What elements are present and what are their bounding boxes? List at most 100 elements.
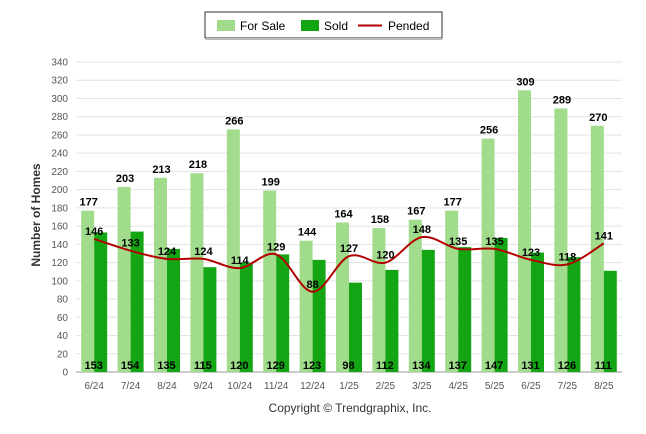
x-tick-label: 3/25: [412, 381, 432, 392]
y-tick-label: 260: [51, 130, 68, 141]
sold-bar: [203, 267, 217, 372]
x-tick-label: 10/24: [227, 381, 252, 392]
for-sale-bar: [408, 219, 422, 372]
value-labels: 177 153 203 154 213 135 218 115 266 120 199 129 144 1…: [80, 76, 613, 372]
x-tick-label: 11/24: [264, 381, 289, 392]
pended-value-label: 135: [485, 236, 503, 248]
for-sale-value-label: 144: [298, 227, 317, 239]
x-tick-label: 5/25: [485, 381, 505, 392]
sold-bar: [349, 282, 362, 372]
for-sale-value-label: 177: [80, 197, 98, 209]
sold-value-label: 123: [303, 360, 321, 372]
for-sale-value-label: 167: [407, 206, 425, 218]
for-sale-value-label: 256: [480, 125, 498, 137]
pended-value-label: 148: [413, 224, 431, 236]
sold-bar: [603, 270, 617, 372]
sold-value-label: 126: [558, 360, 576, 372]
sold-bar: [385, 269, 399, 372]
legend-shadow: [205, 38, 443, 40]
pended-value-label: 133: [121, 238, 139, 250]
for-sale-bar: [372, 227, 386, 372]
sold-bar: [94, 232, 108, 372]
sold-value-label: 129: [267, 360, 285, 372]
sold-value-label: 131: [521, 360, 539, 372]
pended-value-label: 120: [376, 250, 394, 262]
for-sale-bar: [299, 240, 313, 372]
sold-value-label: 134: [412, 360, 431, 372]
y-tick-label: 240: [51, 149, 68, 160]
copyright: Copyright © Trendgraphix, Inc.: [269, 401, 432, 415]
sold-value-label: 135: [157, 360, 175, 372]
sold-value-label: 115: [194, 360, 212, 372]
for-sale-bar: [190, 173, 204, 372]
legend-swatch-sold: [301, 20, 319, 31]
x-axis-ticks: 6/24 7/24 8/24 9/24 10/24 11/24 12/24 1/25 2/25 3…: [84, 381, 614, 392]
legend-swatch-for-sale: [217, 20, 235, 31]
sold-bar: [494, 237, 508, 372]
pended-value-label: 124: [194, 246, 213, 258]
for-sale-value-label: 289: [553, 95, 571, 107]
for-sale-bar: [518, 90, 531, 372]
x-tick-label: 7/24: [121, 381, 141, 392]
pended-value-label: 146: [85, 226, 103, 238]
y-tick-label: 120: [51, 258, 68, 269]
pended-value-label: 124: [158, 246, 177, 258]
y-tick-label: 300: [51, 94, 68, 105]
sold-bar: [567, 257, 581, 372]
pended-value-label: 118: [559, 251, 577, 263]
y-tick-label: 220: [51, 167, 68, 178]
y-tick-label: 160: [51, 222, 68, 233]
pended-value-label: 123: [522, 247, 540, 259]
x-tick-label: 12/24: [300, 381, 325, 392]
y-tick-label: 320: [51, 76, 68, 87]
x-tick-label: 6/24: [84, 381, 104, 392]
sold-value-label: 112: [376, 360, 394, 372]
for-sale-bar: [154, 177, 167, 372]
x-tick-label: 2/25: [376, 381, 396, 392]
y-tick-label: 280: [51, 112, 68, 123]
for-sale-value-label: 164: [334, 208, 353, 220]
y-tick-label: 80: [57, 295, 69, 306]
bars: [81, 90, 617, 372]
for-sale-bar: [263, 190, 277, 372]
for-sale-value-label: 203: [116, 173, 134, 185]
legend-box: [204, 11, 443, 39]
for-sale-bar: [445, 210, 459, 372]
for-sale-value-label: 266: [225, 115, 243, 127]
y-tick-label: 200: [51, 185, 68, 196]
y-axis-ticks: 0 20 40 60 80 100 120 140 160 180 200 220 240 260 280 3…: [51, 58, 68, 379]
for-sale-value-label: 158: [371, 214, 389, 226]
sold-bar: [458, 247, 472, 372]
for-sale-bar: [81, 210, 95, 372]
for-sale-value-label: 199: [262, 177, 280, 189]
sold-value-label: 137: [449, 360, 467, 372]
x-tick-label: 4/25: [448, 381, 468, 392]
for-sale-bar: [336, 222, 349, 372]
y-tick-label: 0: [62, 368, 68, 379]
y-tick-label: 60: [57, 313, 69, 324]
for-sale-value-label: 309: [516, 76, 534, 88]
x-tick-label: 6/25: [521, 381, 541, 392]
y-tick-label: 180: [51, 203, 68, 214]
y-tick-label: 100: [51, 276, 68, 287]
for-sale-bar: [481, 138, 495, 372]
x-tick-label: 7/25: [558, 381, 578, 392]
x-tick-label: 1/25: [339, 381, 359, 392]
x-tick-label: 8/24: [157, 381, 177, 392]
sold-bar: [421, 249, 435, 372]
for-sale-bar: [117, 186, 131, 372]
sold-value-label: 154: [121, 360, 140, 372]
legend-label-sold: Sold: [324, 19, 348, 33]
pended-value-label: 114: [231, 255, 250, 267]
y-tick-label: 140: [51, 240, 68, 251]
sold-bar: [167, 248, 180, 372]
sold-value-label: 98: [342, 360, 354, 372]
for-sale-value-label: 218: [189, 159, 207, 171]
pended-value-label: 88: [306, 279, 318, 291]
sold-value-label: 111: [595, 360, 612, 372]
sold-bar: [239, 262, 253, 372]
y-tick-label: 40: [57, 331, 69, 342]
pended-value-label: 135: [449, 236, 467, 248]
legend-label-pended: Pended: [388, 19, 429, 33]
